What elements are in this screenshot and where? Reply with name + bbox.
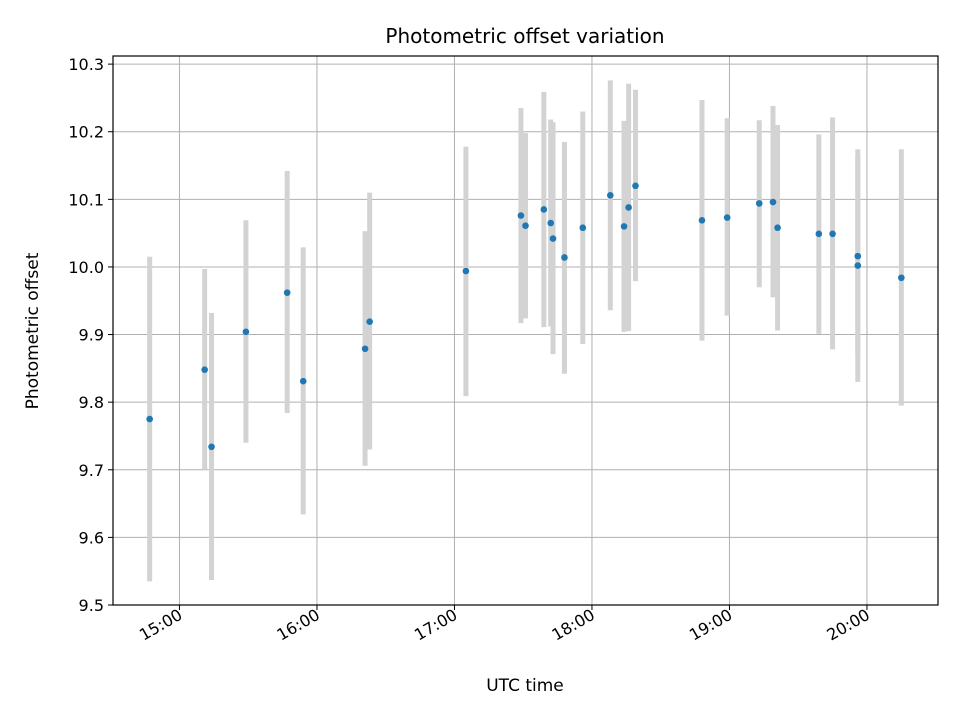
y-tick-label: 9.5 <box>79 596 104 615</box>
data-point <box>625 204 632 211</box>
data-point <box>632 182 639 190</box>
y-tick-label: 10.1 <box>68 190 104 209</box>
data-point <box>361 345 369 353</box>
data-point <box>547 219 555 227</box>
data-point <box>522 222 529 230</box>
data-point <box>299 377 307 385</box>
chart-title: Photometric offset variation <box>385 24 664 48</box>
plot-frame <box>112 55 939 606</box>
data-point <box>201 366 208 374</box>
data-point <box>698 216 706 224</box>
y-tick-label: 9.7 <box>79 461 104 480</box>
y-axis-label: Photometric offset <box>23 252 43 409</box>
data-point <box>462 267 470 275</box>
data-point <box>723 214 731 221</box>
data-point <box>366 318 373 326</box>
data-point <box>854 262 862 269</box>
data-point <box>549 235 557 242</box>
data-point <box>898 274 905 282</box>
data-point <box>283 289 291 296</box>
data-point <box>606 191 614 199</box>
x-axis-label: UTC time <box>486 676 564 696</box>
data-point <box>579 224 587 232</box>
y-tick-label: 10.3 <box>68 55 104 74</box>
data-point <box>540 206 548 213</box>
data-points <box>146 182 905 451</box>
data-point <box>620 223 628 230</box>
y-tick-label: 9.6 <box>79 528 104 547</box>
data-point <box>146 415 153 423</box>
data-point <box>561 254 568 261</box>
data-point <box>854 252 862 260</box>
data-point <box>242 328 250 336</box>
data-point <box>517 212 525 219</box>
y-axis: 9.5 9.6 9.7 9.8 9.9 10.0 10.1 10.2 10.3 <box>68 55 113 615</box>
y-tick-label: 10.2 <box>68 123 104 142</box>
y-tick-label: 9.9 <box>79 326 104 345</box>
data-point <box>829 230 836 238</box>
data-point <box>755 200 763 207</box>
data-point <box>774 224 781 232</box>
data-point <box>208 443 215 451</box>
y-tick-label: 9.8 <box>79 393 104 412</box>
data-point <box>815 230 823 238</box>
y-tick-label: 10.0 <box>68 258 104 277</box>
data-point <box>769 198 777 206</box>
